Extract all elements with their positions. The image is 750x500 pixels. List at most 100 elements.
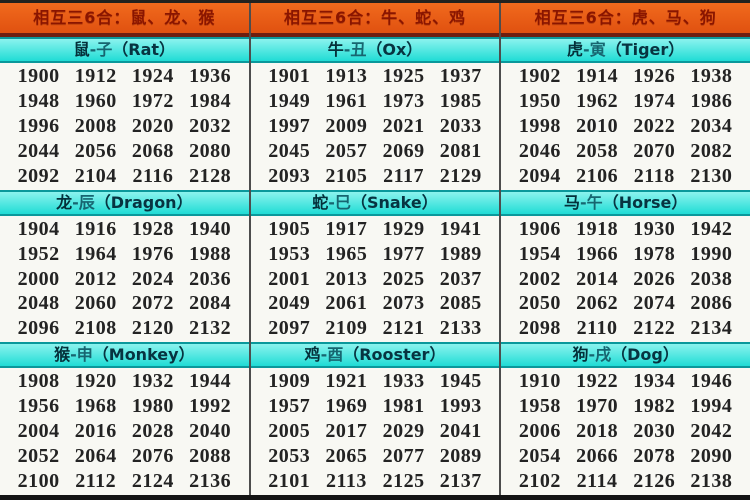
year-cell: 1964 (74, 242, 117, 265)
year-cell: 2050 (518, 292, 561, 315)
zodiac-header-tiger: 虎-寅（Tiger） (501, 37, 750, 63)
year-cell: 1992 (189, 395, 232, 418)
year-cell: 1929 (382, 217, 425, 240)
year-cell: 2133 (439, 317, 482, 340)
year-cell: 1965 (325, 242, 368, 265)
group-column-rat-dragon-monkey: 相互三6合：鼠、龙、猴 鼠-子（Rat） 1900 1912 1924 1936 194… (0, 3, 249, 496)
year-cell: 2006 (518, 420, 561, 443)
zodiac-animal: 牛 (327, 40, 344, 59)
year-cell: 1920 (74, 370, 117, 393)
year-cell: 2116 (132, 164, 174, 187)
year-cell: 1998 (518, 114, 561, 137)
year-cell: 2134 (690, 317, 733, 340)
year-cell: 1958 (518, 395, 561, 418)
year-cell: 2001 (268, 267, 311, 290)
year-cell: 1934 (633, 370, 676, 393)
year-cell: 2113 (325, 470, 367, 493)
zodiac-name-en: （Horse） (602, 192, 688, 212)
year-grid-monkey: 1908 1920 1932 1944 1956 1968 1980 1992 2004 2016… (0, 368, 249, 496)
zodiac-animal: 虎 (567, 40, 584, 59)
year-cell: 2077 (382, 445, 425, 468)
year-cell: 2101 (268, 470, 311, 493)
year-cell: 1977 (382, 242, 425, 265)
zodiac-name-en: （Monkey） (92, 345, 195, 365)
year-cell: 2130 (690, 164, 733, 187)
zodiac-branch: -寅 (583, 40, 606, 59)
section-tiger: 虎-寅（Tiger） 1902 1914 1926 1938 1950 1962 1974 1… (501, 37, 750, 190)
year-cell: 2034 (690, 114, 733, 137)
zodiac-branch: -子 (89, 40, 113, 59)
year-grid-snake: 1905 1917 1929 1941 1953 1965 1977 1989 2001 2013… (250, 215, 500, 343)
year-cell: 2073 (382, 292, 425, 315)
year-cell: 1962 (576, 89, 619, 112)
year-cell: 1988 (189, 242, 232, 265)
zodiac-branch: -申 (70, 345, 93, 365)
year-cell: 2053 (268, 445, 311, 468)
year-cell: 2106 (576, 164, 619, 187)
year-cell: 2126 (633, 470, 676, 493)
year-cell: 1956 (17, 395, 60, 418)
divider (501, 33, 750, 37)
year-cell: 2120 (131, 317, 174, 340)
year-cell: 1950 (518, 89, 561, 112)
year-cell: 1925 (382, 64, 425, 87)
year-cell: 1968 (74, 395, 117, 418)
year-cell: 1936 (189, 64, 232, 87)
zodiac-name-en: （Tiger） (605, 40, 685, 59)
year-cell: 1928 (131, 217, 174, 240)
year-cell: 1952 (17, 242, 60, 265)
year-cell: 2009 (325, 114, 368, 137)
year-cell: 1973 (382, 89, 425, 112)
year-cell: 2018 (576, 420, 619, 443)
zodiac-animal: 蛇 (312, 192, 329, 212)
year-cell: 2020 (131, 114, 174, 137)
year-cell: 1957 (268, 395, 311, 418)
year-cell: 1980 (131, 395, 174, 418)
year-cell: 2048 (17, 292, 60, 315)
year-cell: 1949 (268, 89, 311, 112)
year-cell: 1944 (189, 370, 232, 393)
year-cell: 2074 (633, 292, 676, 315)
year-cell: 2022 (633, 114, 676, 137)
year-cell: 2002 (518, 267, 561, 290)
year-cell: 1974 (633, 89, 676, 112)
year-cell: 2068 (131, 139, 174, 162)
year-cell: 2097 (268, 317, 311, 340)
year-cell: 2092 (17, 164, 60, 187)
zodiac-name-en: （Rat） (112, 40, 176, 59)
zodiac-name-en: （Rooster） (343, 345, 446, 365)
year-cell: 1969 (325, 395, 368, 418)
year-cell: 1900 (17, 64, 60, 87)
year-cell: 1993 (439, 395, 482, 418)
year-cell: 1985 (439, 89, 482, 112)
year-cell: 2104 (74, 164, 117, 187)
year-cell: 2056 (74, 139, 117, 162)
group-header: 相互三6合：虎、马、狗 (501, 3, 750, 33)
year-cell: 2038 (690, 267, 733, 290)
zodiac-branch: -辰 (72, 192, 95, 212)
year-cell: 2121 (382, 317, 425, 340)
year-grid-dog: 1910 1922 1934 1946 1958 1970 1982 1994 2006 2018… (501, 368, 750, 496)
year-cell: 2114 (576, 470, 618, 493)
year-cell: 1904 (17, 217, 60, 240)
year-cell: 2005 (268, 420, 311, 443)
year-cell: 1918 (576, 217, 619, 240)
zodiac-branch: -巳 (328, 192, 351, 212)
year-cell: 1902 (518, 64, 561, 87)
divider (0, 33, 249, 37)
year-grid-tiger: 1902 1914 1926 1938 1950 1962 1974 1986 1998 2010… (501, 63, 750, 190)
year-cell: 2080 (189, 139, 232, 162)
year-cell: 1914 (576, 64, 619, 87)
year-cell: 1917 (325, 217, 368, 240)
section-monkey: 猴-申（Monkey） 1908 1920 1932 1944 1956 1968 1980… (0, 342, 249, 496)
year-cell: 2110 (576, 317, 618, 340)
year-cell: 2109 (325, 317, 368, 340)
year-cell: 2061 (325, 292, 368, 315)
year-cell: 2096 (17, 317, 60, 340)
year-cell: 2000 (17, 267, 60, 290)
section-snake: 蛇-巳（Snake） 1905 1917 1929 1941 1953 1965 1977 1… (250, 189, 500, 343)
zodiac-animal: 鼠 (73, 40, 90, 59)
zodiac-header-rooster: 鸡-酉（Rooster） (250, 342, 500, 369)
year-cell: 2122 (633, 317, 676, 340)
